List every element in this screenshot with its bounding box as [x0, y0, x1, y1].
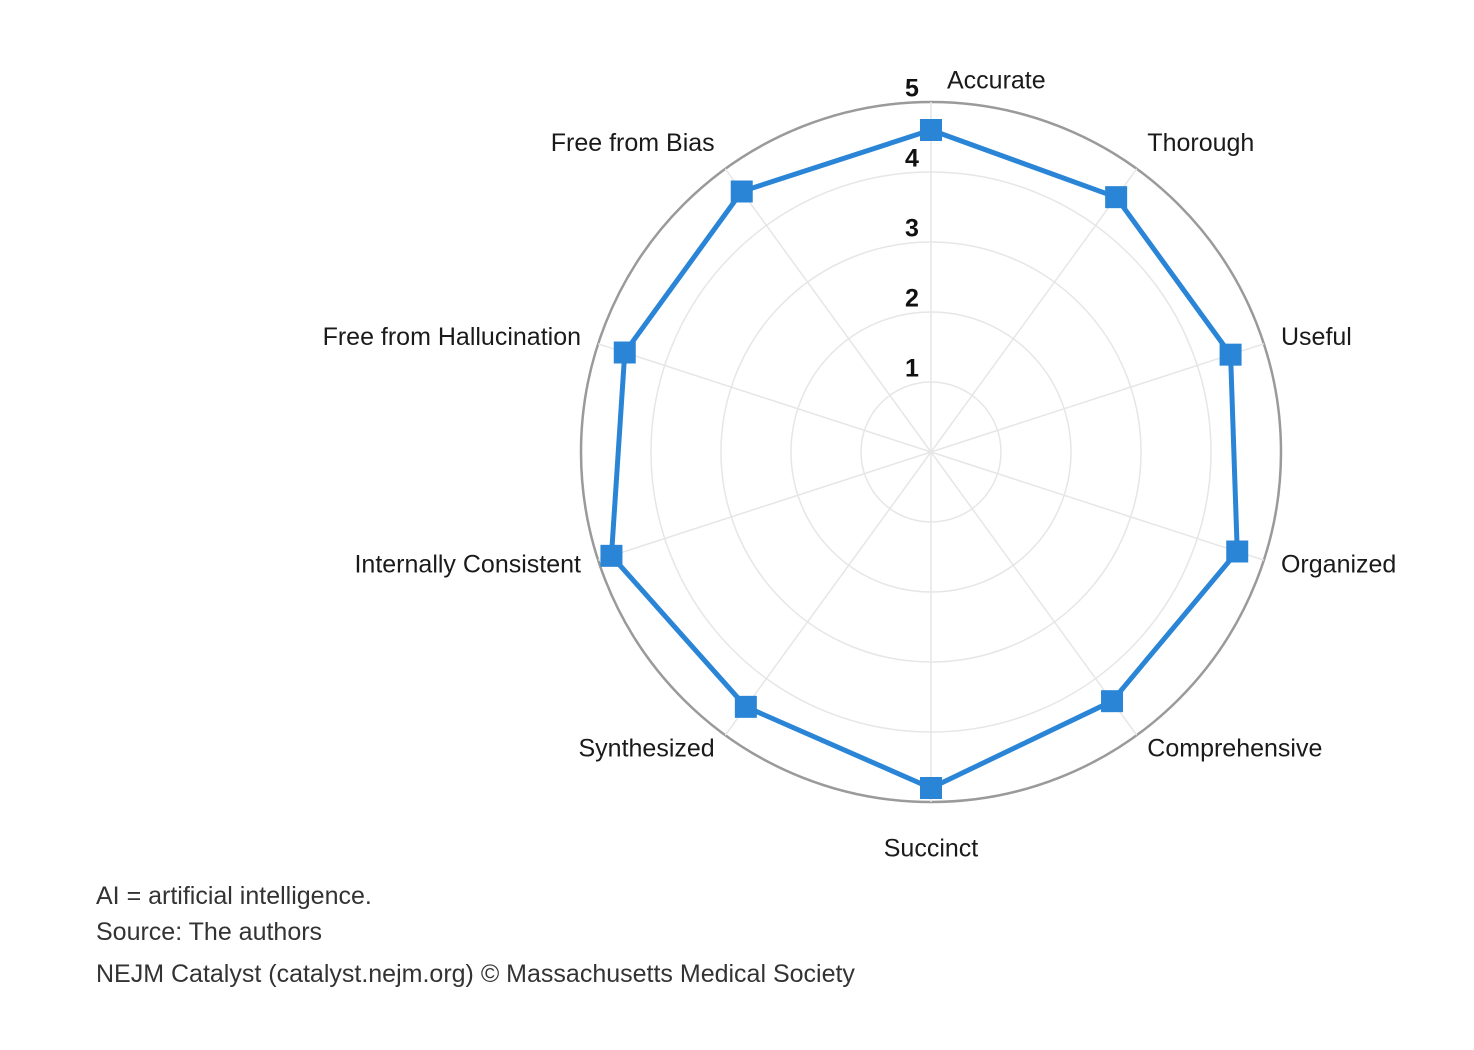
spoke-useful: [930, 343, 1265, 453]
data-point-organized: [1226, 540, 1249, 563]
data-point-accurate: [920, 119, 942, 141]
data-point-succinct: [920, 777, 942, 799]
spoke-synthesized: [724, 451, 932, 736]
tick-label-5: 5: [905, 75, 919, 103]
axis-labels: Accurate Thorough Useful Organized Comprehen…: [323, 67, 1397, 863]
data-point-comprehensive: [1101, 690, 1124, 713]
axis-label-useful: Useful: [1281, 323, 1352, 351]
data-point-synthesized: [734, 695, 757, 718]
spoke-organized: [930, 451, 1265, 561]
spoke-thorough: [930, 168, 1138, 453]
axis-label-organized: Organized: [1281, 550, 1396, 578]
axis-label-synthesized: Synthesized: [578, 734, 714, 762]
data-point-internally-consistent: [600, 544, 623, 567]
axis-label-free-from-hallucination: Free from Hallucination: [323, 323, 581, 351]
axis-label-comprehensive: Comprehensive: [1147, 734, 1322, 762]
abbreviation-note: AI = artificial intelligence.: [96, 882, 372, 910]
axis-label-internally-consistent: Internally Consistent: [354, 550, 581, 578]
axis-label-free-from-bias: Free from Bias: [551, 129, 715, 157]
data-point-free-from-bias: [730, 180, 753, 203]
tick-label-2: 2: [905, 285, 919, 313]
radar-spokes: [597, 102, 1265, 802]
tick-label-4: 4: [905, 145, 919, 173]
data-point-useful: [1219, 343, 1242, 366]
data-point-thorough: [1105, 186, 1128, 209]
axis-label-thorough: Thorough: [1147, 129, 1254, 157]
footer-credit: NEJM Catalyst (catalyst.nejm.org) © Mass…: [96, 960, 855, 988]
tick-label-3: 3: [905, 215, 919, 243]
radial-tick-labels: 1 2 3 4 5: [905, 75, 919, 383]
source-note: Source: The authors: [96, 918, 323, 946]
axis-label-accurate: Accurate: [947, 67, 1046, 95]
spoke-free-from-hallucination: [597, 343, 932, 453]
axis-label-succinct: Succinct: [884, 835, 979, 863]
radar-series: [600, 119, 1249, 799]
spoke-free-from-bias: [724, 168, 932, 453]
data-point-free-from-hallucination: [613, 341, 636, 364]
chart-notes: AI = artificial intelligence. Source: Th…: [96, 878, 372, 950]
series-line: [608, 127, 1240, 791]
tick-label-1: 1: [905, 355, 919, 383]
spoke-comprehensive: [930, 451, 1138, 736]
spoke-internally-consistent: [597, 451, 932, 561]
